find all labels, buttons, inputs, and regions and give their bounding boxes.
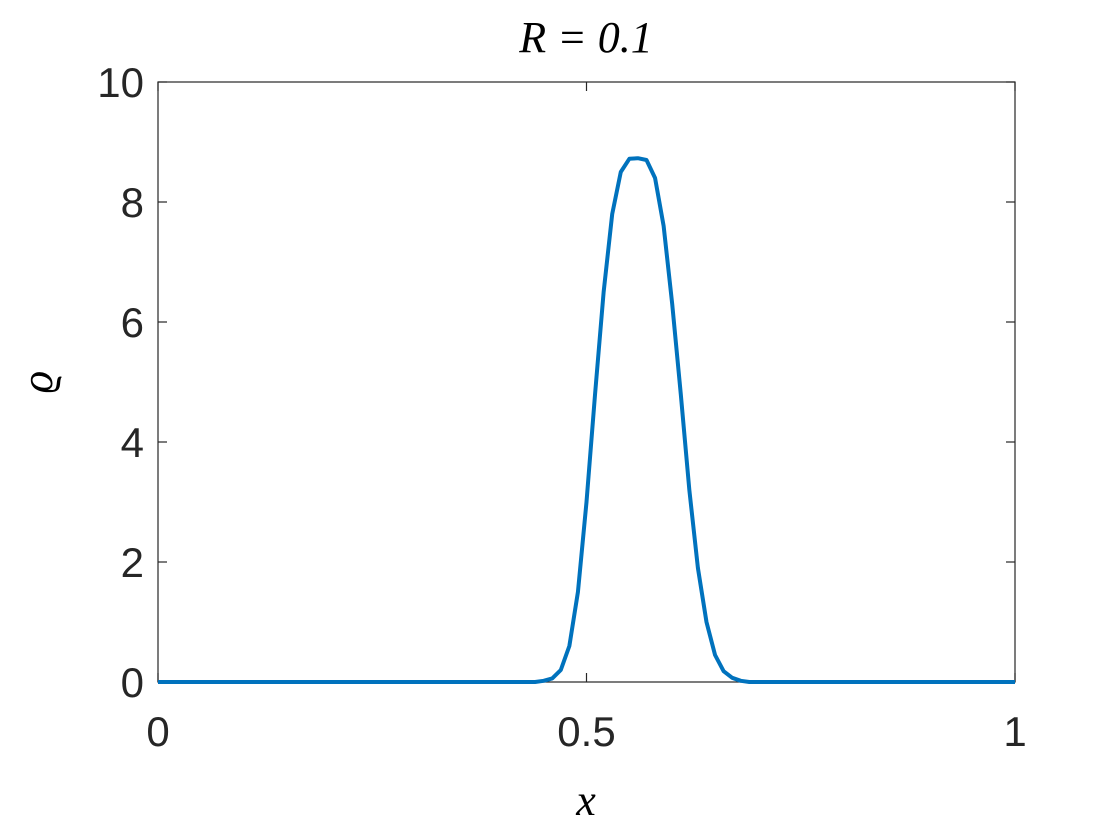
data-line (158, 156, 1015, 684)
y-tick-label: 6 (121, 299, 144, 346)
x-tick-label: 1 (1003, 708, 1026, 755)
x-tick-label: 0 (146, 708, 169, 755)
x-tick-label: 0.5 (557, 708, 615, 755)
y-tick-label: 2 (121, 539, 144, 586)
y-axis-label: ϱ (13, 371, 62, 393)
y-tick-label: 0 (121, 659, 144, 706)
y-tick-label: 10 (97, 59, 144, 106)
y-tick-label: 4 (121, 419, 144, 466)
x-axis-label: x (575, 776, 596, 825)
chart-title: R = 0.1 (518, 13, 653, 62)
y-tick-label: 8 (121, 179, 144, 226)
